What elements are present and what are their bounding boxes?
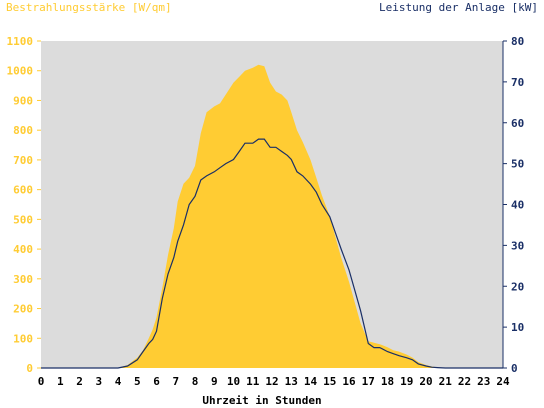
left-tick-label: 1100 (7, 35, 34, 48)
left-tick-label: 300 (13, 273, 33, 286)
x-tick-label: 15 (323, 375, 336, 388)
right-tick-label: 40 (511, 199, 524, 212)
x-tick-label: 8 (192, 375, 199, 388)
x-tick-label: 14 (304, 375, 318, 388)
x-tick-label: 3 (95, 375, 102, 388)
x-axis-label: Uhrzeit in Stunden (202, 394, 321, 407)
right-tick-label: 60 (511, 117, 524, 130)
x-tick-label: 23 (477, 375, 490, 388)
x-tick-label: 5 (134, 375, 141, 388)
right-tick-label: 20 (511, 280, 524, 293)
right-tick-label: 70 (511, 76, 524, 89)
left-tick-label: 400 (13, 243, 33, 256)
right-axis-title: Leistung der Anlage [kW] (379, 1, 538, 14)
x-tick-label: 19 (400, 375, 413, 388)
left-tick-label: 800 (13, 124, 33, 137)
power-line (41, 138, 503, 369)
x-tick-label: 2 (76, 375, 83, 388)
left-tick-label: 500 (13, 213, 33, 226)
x-tick-label: 24 (496, 375, 510, 388)
x-tick-label: 12 (265, 375, 278, 388)
irradiance-area (41, 64, 503, 369)
x-tick-label: 22 (458, 375, 471, 388)
x-tick-label: 11 (246, 375, 260, 388)
x-tick-label: 9 (211, 375, 218, 388)
x-tick-label: 16 (342, 375, 356, 388)
left-tick-label: 1000 (7, 65, 34, 78)
x-tick-label: 20 (419, 375, 432, 388)
left-axis-title: Bestrahlungsstärke [W/qm] (6, 1, 172, 14)
x-tick-label: 0 (38, 375, 45, 388)
left-tick-label: 600 (13, 184, 33, 197)
x-tick-label: 4 (115, 375, 122, 388)
right-tick-label: 10 (511, 321, 524, 334)
right-tick-label: 50 (511, 158, 524, 171)
x-axis-ticks: 0 1 2 3 4 5 6 7 8 9 10 11 12 13 14 15 16 17 18 19 20 21 22 23 24 (38, 375, 510, 388)
x-tick-label: 1 (57, 375, 64, 388)
left-tick-label: 100 (13, 332, 33, 345)
left-tick-label: 700 (13, 154, 33, 167)
x-tick-label: 17 (362, 375, 375, 388)
right-tick-label: 80 (511, 35, 524, 48)
left-tick-label: 900 (13, 94, 33, 107)
x-tick-label: 18 (381, 375, 394, 388)
right-tick-label: 30 (511, 239, 524, 252)
left-tick-label: 200 (13, 303, 33, 316)
x-tick-label: 7 (172, 375, 179, 388)
left-axis-ticks: 0 100 200 300 400 500 600 700 800 900 1000 1100 (7, 35, 41, 375)
right-tick-label: 0 (511, 362, 518, 375)
x-tick-label: 10 (227, 375, 240, 388)
right-axis-ticks: 0 10 20 30 40 50 60 70 80 (503, 35, 524, 375)
x-tick-label: 13 (285, 375, 298, 388)
x-tick-label: 6 (153, 375, 160, 388)
x-tick-label: 21 (439, 375, 453, 388)
left-tick-label: 0 (26, 362, 33, 375)
